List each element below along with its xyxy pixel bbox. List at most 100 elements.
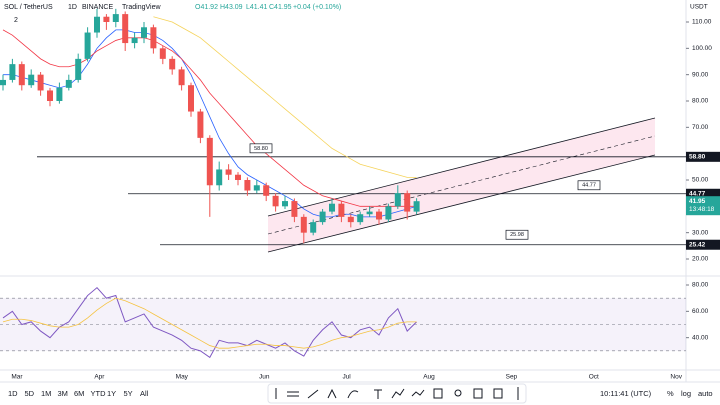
candle-body	[197, 111, 204, 138]
clock: 10:11:41 (UTC)	[600, 389, 652, 398]
range-button[interactable]: All	[140, 389, 149, 398]
y-tick-label: 110.00	[692, 19, 712, 26]
indicator-count[interactable]: 2	[14, 17, 18, 24]
candle-body	[263, 185, 270, 196]
range-button[interactable]: 5Y	[124, 389, 133, 398]
y-tick-label: 30.00	[692, 229, 709, 236]
last-price-label: 41.95	[689, 198, 706, 205]
rsi-tick-label: 80.00	[692, 282, 709, 289]
month-label: May	[176, 374, 189, 381]
candle-body	[376, 211, 382, 220]
candle-body	[329, 203, 335, 212]
range-button[interactable]: 1D	[8, 389, 18, 398]
candle-body	[282, 201, 288, 207]
y-tick-label: 20.00	[692, 256, 709, 263]
candle-body	[310, 222, 317, 233]
tool-measure[interactable]	[433, 388, 443, 399]
drawing-toolbar	[267, 383, 527, 404]
candle-body	[235, 174, 241, 180]
price-tag-label: 58.80	[689, 154, 706, 161]
price-tag	[686, 188, 720, 199]
price-tag-label: 25.42	[689, 241, 706, 248]
candle-body	[338, 203, 345, 217]
y-tick-label: 80.00	[692, 98, 709, 105]
candle-body	[300, 216, 307, 233]
y-tick-label: 70.00	[692, 124, 709, 131]
candle-body	[216, 169, 223, 186]
candle-body	[225, 169, 232, 175]
month-label: Jun	[259, 374, 270, 381]
candle-body	[272, 195, 279, 207]
candle-body	[131, 37, 138, 44]
candle-body	[103, 16, 110, 22]
candle-body	[150, 27, 157, 49]
tool-pitchfork[interactable]	[327, 388, 337, 399]
percent-toggle[interactable]: %	[667, 389, 674, 398]
candle-body	[65, 79, 72, 88]
month-label: Mar	[11, 374, 23, 381]
tool-trend[interactable]	[307, 389, 319, 399]
candle-body	[385, 206, 392, 220]
moving-average	[2, 29, 417, 207]
range-button[interactable]: 6M	[74, 389, 84, 398]
candle-body	[253, 185, 260, 191]
auto-toggle[interactable]: auto	[698, 389, 713, 398]
rsi-ma	[2, 297, 417, 349]
source: TradingView	[122, 4, 161, 11]
price-tag-label: 44.77	[689, 190, 706, 197]
range-button[interactable]: YTD	[91, 389, 107, 398]
y-tick-label: 90.00	[692, 71, 709, 78]
candle-body	[94, 16, 100, 33]
candle-body	[18, 64, 25, 86]
channel-lower	[267, 154, 656, 253]
range-button[interactable]: 1Y	[107, 389, 116, 398]
symbol: SOL / TetherUS	[4, 4, 53, 11]
candle-body	[28, 74, 35, 86]
month-label: Jul	[342, 374, 351, 381]
countdown: 13:48:18	[689, 206, 715, 213]
candle-body	[394, 193, 401, 207]
tool-lock[interactable]	[493, 388, 503, 399]
candle-body	[84, 32, 91, 59]
last-price-tag	[686, 196, 720, 216]
range-button[interactable]: 3M	[58, 389, 68, 398]
note-box	[577, 180, 601, 191]
price-tag	[686, 151, 720, 162]
candle-body	[188, 85, 194, 112]
tool-text[interactable]	[374, 389, 382, 399]
tool-pattern[interactable]	[391, 388, 405, 399]
exchange: BINANCE	[82, 4, 113, 11]
channel-mid	[267, 135, 656, 235]
range-button[interactable]: 1M	[41, 389, 51, 398]
note-box	[249, 143, 273, 154]
candle-body	[112, 14, 119, 22]
candle-body	[47, 90, 53, 101]
ohlc-low: L41.41	[246, 4, 268, 11]
tool-brush[interactable]	[347, 390, 359, 399]
note-label: 44.77	[582, 183, 596, 189]
candle-body	[291, 201, 298, 217]
candle-body	[0, 79, 6, 86]
tool-magnet[interactable]	[473, 388, 483, 399]
ohlc-change: +0.04 (+0.10%)	[293, 4, 341, 11]
ohlc-high: H43.09	[220, 4, 243, 11]
note-box	[505, 229, 529, 240]
candle-body	[178, 69, 185, 86]
candle-body	[141, 27, 147, 38]
moving-average	[153, 16, 417, 178]
range-button[interactable]: 5D	[25, 389, 35, 398]
log-toggle[interactable]: log	[681, 389, 691, 398]
candle-body	[404, 193, 411, 212]
rsi-tick-label: 60.00	[692, 308, 709, 315]
candle-body	[357, 214, 364, 223]
candle-body	[122, 14, 129, 44]
month-label: Sep	[506, 374, 518, 381]
candle-body	[206, 137, 213, 186]
tool-zoom[interactable]	[454, 389, 462, 397]
candle-body	[319, 211, 326, 223]
ohlc-open: O41.92	[195, 4, 218, 11]
tool-predict[interactable]	[411, 389, 425, 397]
note-label: 25.98	[510, 232, 524, 238]
moving-average	[3, 29, 417, 218]
